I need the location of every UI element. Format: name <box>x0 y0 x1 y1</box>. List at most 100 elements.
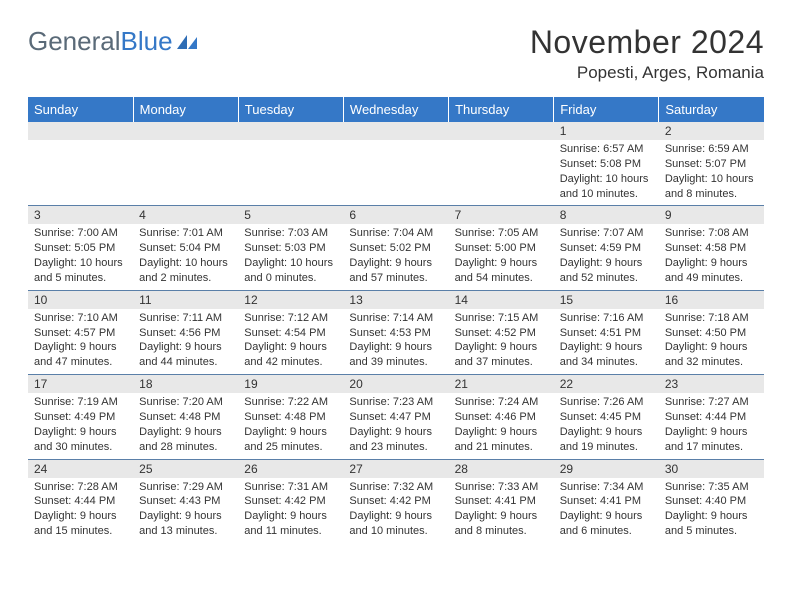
daylight-line: Daylight: 9 hours and 28 minutes. <box>139 425 232 455</box>
content-row: Sunrise: 7:00 AMSunset: 5:05 PMDaylight:… <box>28 224 764 290</box>
day-content-cell <box>343 140 448 206</box>
sunset-line: Sunset: 4:43 PM <box>139 494 232 509</box>
sunset-line: Sunset: 4:57 PM <box>34 326 127 341</box>
day-content-cell: Sunrise: 7:23 AMSunset: 4:47 PMDaylight:… <box>343 393 448 459</box>
calendar-table: Sunday Monday Tuesday Wednesday Thursday… <box>28 97 764 543</box>
daylight-line: Daylight: 9 hours and 6 minutes. <box>560 509 653 539</box>
content-row: Sunrise: 6:57 AMSunset: 5:08 PMDaylight:… <box>28 140 764 206</box>
day-number-cell: 12 <box>238 290 343 309</box>
day-content-cell: Sunrise: 7:14 AMSunset: 4:53 PMDaylight:… <box>343 309 448 375</box>
sunrise-line: Sunrise: 7:29 AM <box>139 480 232 495</box>
sunset-line: Sunset: 5:07 PM <box>665 157 758 172</box>
day-content-cell: Sunrise: 7:08 AMSunset: 4:58 PMDaylight:… <box>659 224 764 290</box>
day-content-cell: Sunrise: 7:26 AMSunset: 4:45 PMDaylight:… <box>554 393 659 459</box>
day-number-cell: 8 <box>554 206 659 225</box>
content-row: Sunrise: 7:28 AMSunset: 4:44 PMDaylight:… <box>28 478 764 543</box>
day-content-cell: Sunrise: 7:24 AMSunset: 4:46 PMDaylight:… <box>449 393 554 459</box>
daylight-line: Daylight: 9 hours and 19 minutes. <box>560 425 653 455</box>
day-content-cell: Sunrise: 7:32 AMSunset: 4:42 PMDaylight:… <box>343 478 448 543</box>
daylight-line: Daylight: 9 hours and 39 minutes. <box>349 340 442 370</box>
sunrise-line: Sunrise: 7:23 AM <box>349 395 442 410</box>
day-content-cell <box>28 140 133 206</box>
sunrise-line: Sunrise: 7:08 AM <box>665 226 758 241</box>
sunrise-line: Sunrise: 7:16 AM <box>560 311 653 326</box>
day-header: Thursday <box>449 97 554 122</box>
sunset-line: Sunset: 5:00 PM <box>455 241 548 256</box>
day-header-row: Sunday Monday Tuesday Wednesday Thursday… <box>28 97 764 122</box>
day-number-cell: 21 <box>449 375 554 394</box>
day-content-cell: Sunrise: 7:16 AMSunset: 4:51 PMDaylight:… <box>554 309 659 375</box>
logo-text-blue: Blue <box>121 26 173 57</box>
day-number-cell: 15 <box>554 290 659 309</box>
day-content-cell: Sunrise: 7:33 AMSunset: 4:41 PMDaylight:… <box>449 478 554 543</box>
sunrise-line: Sunrise: 7:00 AM <box>34 226 127 241</box>
sunset-line: Sunset: 4:44 PM <box>665 410 758 425</box>
day-number-cell: 28 <box>449 459 554 478</box>
day-content-cell <box>449 140 554 206</box>
daylight-line: Daylight: 9 hours and 37 minutes. <box>455 340 548 370</box>
sunrise-line: Sunrise: 7:34 AM <box>560 480 653 495</box>
day-content-cell: Sunrise: 7:22 AMSunset: 4:48 PMDaylight:… <box>238 393 343 459</box>
sunset-line: Sunset: 4:42 PM <box>349 494 442 509</box>
header: GeneralBlue November 2024 Popesti, Arges… <box>28 24 764 83</box>
day-number-cell <box>238 122 343 140</box>
day-number-cell: 14 <box>449 290 554 309</box>
sunset-line: Sunset: 4:54 PM <box>244 326 337 341</box>
daylight-line: Daylight: 9 hours and 23 minutes. <box>349 425 442 455</box>
logo-sail-icon <box>177 35 199 51</box>
day-header: Saturday <box>659 97 764 122</box>
day-header: Monday <box>133 97 238 122</box>
day-number-cell: 3 <box>28 206 133 225</box>
sunrise-line: Sunrise: 7:14 AM <box>349 311 442 326</box>
sunrise-line: Sunrise: 7:19 AM <box>34 395 127 410</box>
day-number-cell <box>449 122 554 140</box>
sunrise-line: Sunrise: 7:31 AM <box>244 480 337 495</box>
day-header: Tuesday <box>238 97 343 122</box>
daylight-line: Daylight: 9 hours and 30 minutes. <box>34 425 127 455</box>
daylight-line: Daylight: 9 hours and 42 minutes. <box>244 340 337 370</box>
day-number-cell: 9 <box>659 206 764 225</box>
day-content-cell: Sunrise: 7:10 AMSunset: 4:57 PMDaylight:… <box>28 309 133 375</box>
daylight-line: Daylight: 10 hours and 2 minutes. <box>139 256 232 286</box>
sunset-line: Sunset: 4:49 PM <box>34 410 127 425</box>
daylight-line: Daylight: 9 hours and 57 minutes. <box>349 256 442 286</box>
day-number-cell: 7 <box>449 206 554 225</box>
day-content-cell: Sunrise: 7:27 AMSunset: 4:44 PMDaylight:… <box>659 393 764 459</box>
day-content-cell: Sunrise: 7:03 AMSunset: 5:03 PMDaylight:… <box>238 224 343 290</box>
sunrise-line: Sunrise: 7:10 AM <box>34 311 127 326</box>
day-number-cell: 22 <box>554 375 659 394</box>
sunrise-line: Sunrise: 6:59 AM <box>665 142 758 157</box>
day-content-cell: Sunrise: 7:35 AMSunset: 4:40 PMDaylight:… <box>659 478 764 543</box>
sunset-line: Sunset: 4:41 PM <box>455 494 548 509</box>
day-number-cell <box>343 122 448 140</box>
day-header: Friday <box>554 97 659 122</box>
sunrise-line: Sunrise: 7:04 AM <box>349 226 442 241</box>
day-number-cell: 19 <box>238 375 343 394</box>
day-number-cell <box>133 122 238 140</box>
daylight-line: Daylight: 10 hours and 5 minutes. <box>34 256 127 286</box>
sunset-line: Sunset: 4:45 PM <box>560 410 653 425</box>
sunset-line: Sunset: 4:48 PM <box>139 410 232 425</box>
day-number-cell: 24 <box>28 459 133 478</box>
sunset-line: Sunset: 4:40 PM <box>665 494 758 509</box>
day-content-cell <box>238 140 343 206</box>
day-number-cell: 18 <box>133 375 238 394</box>
day-number-cell: 30 <box>659 459 764 478</box>
content-row: Sunrise: 7:10 AMSunset: 4:57 PM Daylight:… <box>28 309 764 375</box>
day-content-cell <box>133 140 238 206</box>
sunset-line: Sunset: 5:08 PM <box>560 157 653 172</box>
sunset-line: Sunset: 4:41 PM <box>560 494 653 509</box>
daylight-line: Daylight: 9 hours and 21 minutes. <box>455 425 548 455</box>
daylight-line: Daylight: 10 hours and 0 minutes. <box>244 256 337 286</box>
month-title: November 2024 <box>530 24 764 61</box>
sunrise-line: Sunrise: 7:24 AM <box>455 395 548 410</box>
sunset-line: Sunset: 4:44 PM <box>34 494 127 509</box>
day-number-cell: 1 <box>554 122 659 140</box>
day-number-cell: 17 <box>28 375 133 394</box>
sunset-line: Sunset: 4:52 PM <box>455 326 548 341</box>
daylight-line: Daylight: 9 hours and 10 minutes. <box>349 509 442 539</box>
daylight-line: Daylight: 9 hours and 15 minutes. <box>34 509 127 539</box>
day-number-cell: 20 <box>343 375 448 394</box>
day-number-cell: 6 <box>343 206 448 225</box>
day-content-cell: Sunrise: 7:05 AMSunset: 5:00 PMDaylight:… <box>449 224 554 290</box>
